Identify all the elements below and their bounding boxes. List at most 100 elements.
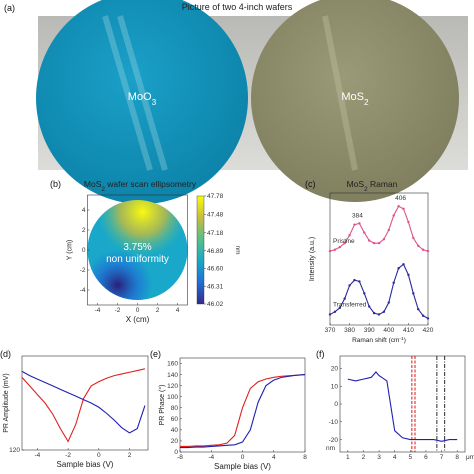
y-tick-label: -2 (80, 267, 86, 274)
x-tick-label: 2 (362, 454, 366, 461)
series-point (348, 234, 351, 237)
axes-frame (21, 355, 149, 451)
x-tick-label: 380 (344, 327, 355, 334)
series-point (382, 238, 386, 241)
panel-title-part: 2 (364, 186, 368, 193)
panel-title: Picture of two 4-inch wafers (182, 2, 293, 12)
x-tick-label: 4 (272, 454, 276, 461)
series-line (329, 263, 429, 319)
axes-frame (329, 192, 429, 326)
series-line (21, 368, 146, 443)
series-point (358, 280, 361, 283)
series-point (417, 307, 420, 311)
peak-label: 406 (395, 195, 406, 202)
heatmap-low (87, 200, 188, 300)
series-point (343, 241, 346, 245)
panel-label: (c) (305, 179, 316, 189)
x-tick-label: 8 (455, 454, 459, 461)
panel-title-part: wafer scan ellipsometry (105, 179, 197, 189)
x-axis-label-part: ) (404, 337, 406, 344)
colorbar (196, 195, 205, 305)
x-tick-label: 0 (97, 452, 101, 459)
series-point (407, 220, 410, 224)
x-tick-label: -4 (208, 454, 214, 461)
y-tick-label: -10 (329, 419, 339, 426)
panel-label: (e) (150, 349, 161, 359)
colorbar-tick-label: 46.89 (207, 248, 224, 255)
x-tick-label: 3 (377, 454, 381, 461)
x-unit: μm (466, 454, 474, 461)
series-label: Pristine (333, 238, 355, 245)
x-tick-label: 6 (424, 454, 428, 461)
series-point (382, 310, 386, 313)
x-axis-label: Raman shift (cm-1) (352, 336, 406, 345)
series-point (377, 241, 381, 245)
x-tick-label: 8 (303, 454, 307, 461)
x-tick-label: 0 (241, 454, 245, 461)
series-point (363, 292, 366, 295)
y-axis-label: Y (cm) (67, 240, 74, 260)
x-tick-label: 390 (364, 327, 375, 334)
wafer-label-part: 3 (152, 98, 157, 107)
y-tick-label: 20 (331, 366, 339, 373)
x-tick-label: 410 (403, 327, 414, 334)
series-point (426, 249, 430, 253)
x-axis-label: Sample bias (V) (57, 460, 114, 469)
colorbar-label: nm (234, 245, 241, 254)
series-point (392, 281, 395, 284)
wafer-label-part: MoS (341, 91, 364, 103)
wafer-label: MoO3 (128, 91, 157, 107)
series-point (343, 297, 346, 300)
x-tick-label: 420 (423, 327, 434, 334)
panel-label: (a) (4, 3, 15, 13)
y-tick-label: 0 (174, 449, 178, 456)
series-point (368, 239, 371, 242)
colorbar-tick-label: 46.60 (207, 266, 224, 273)
series-point (358, 222, 361, 225)
series-point (426, 317, 430, 320)
y-axis-label: PR Amplitude (mV) (3, 373, 10, 433)
series-point (368, 305, 371, 308)
y-tick-label: 4 (82, 207, 86, 214)
panel-label: (f) (316, 349, 325, 359)
x-axis-label: Sample bias (V) (214, 462, 271, 471)
series-point (412, 236, 415, 240)
series-line (21, 370, 146, 434)
x-tick-label: 2 (128, 452, 132, 459)
x-tick-label: 4 (176, 307, 180, 314)
y-tick-label: 40 (171, 427, 179, 434)
series-point (372, 311, 376, 315)
series-point (353, 278, 356, 282)
panel-title: MoS2 Raman (347, 179, 398, 193)
panel-title-part: MoS (347, 179, 365, 189)
y-tick-label: 120 (9, 447, 20, 454)
peak-label: 384 (352, 212, 363, 219)
series-line (180, 374, 306, 448)
series-point (328, 313, 332, 316)
series-point (333, 248, 337, 251)
series-point (392, 214, 395, 217)
series-point (421, 248, 425, 251)
y-tick-label: 60 (171, 416, 179, 423)
series-point (338, 245, 341, 249)
colorbar-tick-label: 46.31 (207, 283, 224, 290)
heatmap (87, 200, 188, 300)
series-point (353, 223, 356, 226)
series-line (180, 374, 306, 449)
annotation: 3.75% (123, 242, 151, 253)
panel-label: (d) (0, 349, 11, 359)
x-tick-label: -2 (115, 307, 121, 314)
series-point (387, 228, 390, 232)
series-point (402, 207, 405, 211)
y-tick-label: 2 (82, 227, 86, 234)
wafer-label-part: 2 (364, 98, 369, 107)
panel-title-part: MoS (84, 179, 102, 189)
series-point (348, 284, 351, 287)
reflection (102, 15, 168, 171)
x-tick-label: 0 (136, 307, 140, 314)
x-tick-label: 4 (393, 454, 397, 461)
x-tick-label: -4 (95, 307, 101, 314)
wafer-mos2 (251, 0, 459, 202)
x-tick-label: 1 (346, 454, 350, 461)
